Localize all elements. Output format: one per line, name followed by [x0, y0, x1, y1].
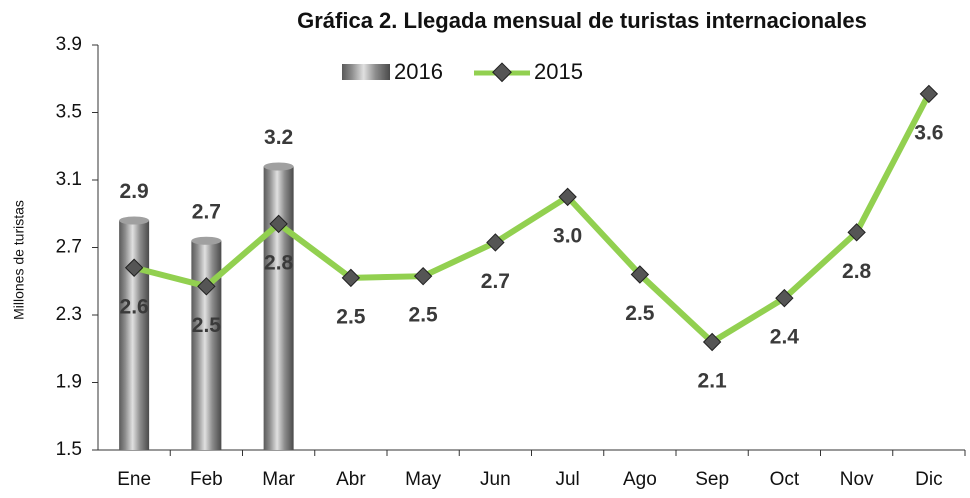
bar	[191, 240, 222, 450]
marker	[269, 214, 288, 234]
x-tick-label: Sep	[695, 469, 729, 490]
x-tick-label: Feb	[190, 469, 223, 490]
marker	[486, 233, 505, 252]
x-tick-label: Jul	[555, 469, 579, 490]
y-tick-label: 1.5	[56, 439, 82, 460]
marker	[413, 266, 433, 286]
x-tick-label: Dic	[915, 469, 942, 490]
data-label: 2.8	[264, 251, 294, 274]
legend-label: 2015	[534, 59, 583, 84]
x-tick-label: Mar	[262, 469, 295, 490]
data-label: 2.5	[336, 305, 366, 328]
x-tick-label: Abr	[336, 469, 366, 490]
line	[133, 92, 932, 345]
bar-cap	[263, 162, 294, 171]
data-label: 3.2	[264, 126, 293, 149]
legend-label: 2016	[394, 59, 443, 84]
data-label: 2.7	[192, 200, 221, 223]
y-tick-label: 1.9	[56, 372, 82, 393]
marker	[847, 223, 866, 242]
marker	[775, 288, 794, 308]
y-tick-label: 3.9	[56, 34, 82, 55]
marker	[558, 187, 577, 207]
data-label: 2.4	[770, 326, 800, 349]
x-tick-label: Jun	[480, 469, 511, 490]
y-tick-label: 2.7	[56, 237, 82, 258]
marker	[919, 84, 939, 104]
y-tick-label: 3.1	[56, 169, 82, 190]
x-tick-label: Ene	[117, 469, 151, 490]
marker	[124, 258, 144, 277]
y-axis-label: Millones de turistas	[11, 200, 27, 320]
data-label: 2.8	[842, 260, 872, 283]
x-tick-label: Nov	[840, 469, 874, 490]
data-label: 3.0	[553, 224, 582, 247]
data-label: 3.6	[914, 121, 943, 144]
data-label: 2.1	[698, 370, 728, 393]
data-label: 2.6	[120, 295, 149, 318]
data-label: 2.5	[409, 304, 439, 327]
marker	[630, 265, 650, 284]
data-label: 2.9	[120, 180, 149, 203]
marker	[702, 332, 722, 352]
legend: 2016 2015	[342, 59, 583, 84]
y-tick-label: 3.5	[56, 102, 82, 123]
legend-marker	[492, 62, 512, 83]
marker	[197, 277, 216, 296]
chart-title: Gráfica 2. Llegada mensual de turistas i…	[297, 8, 867, 33]
data-label: 2.5	[625, 302, 655, 325]
bar	[119, 220, 150, 450]
x-tick-label: Oct	[770, 469, 800, 490]
bar-cap	[191, 236, 222, 245]
bar	[263, 166, 294, 450]
legend-swatch	[342, 64, 390, 80]
data-label: 2.7	[481, 270, 510, 293]
marker	[341, 268, 361, 288]
y-tick-label: 2.3	[56, 304, 82, 325]
data-label: 2.5	[192, 314, 222, 337]
x-tick-label: Ago	[623, 469, 657, 490]
x-tick-label: May	[405, 469, 441, 490]
bar-cap	[119, 216, 150, 225]
